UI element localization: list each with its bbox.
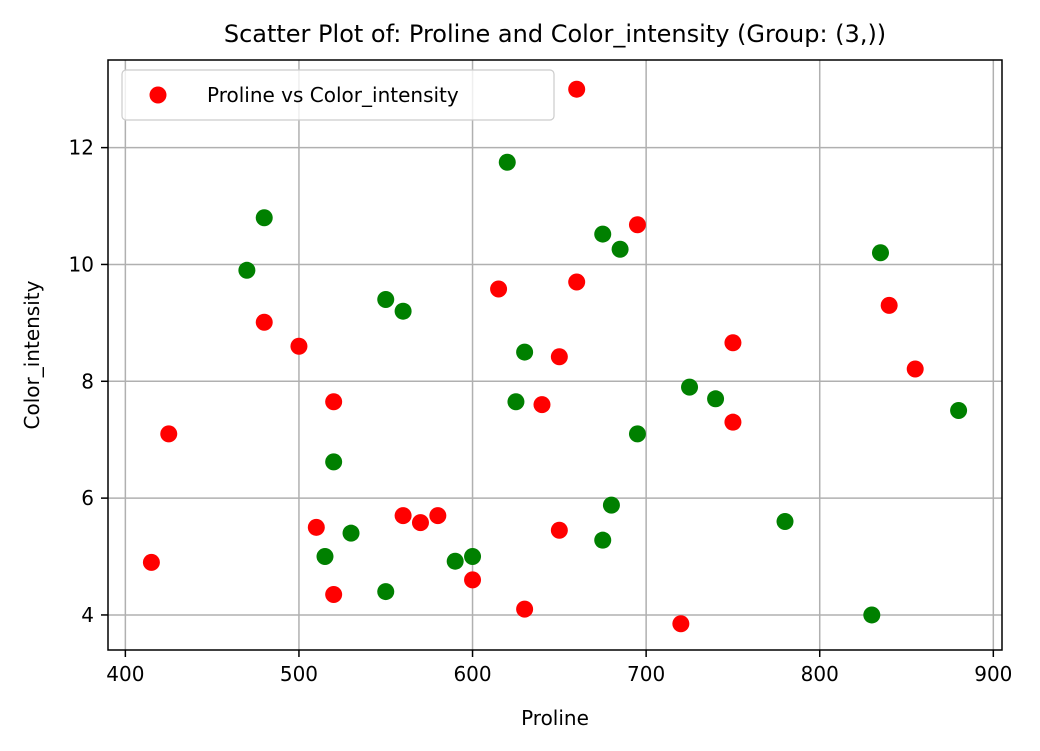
data-point-series-1 (533, 396, 551, 414)
data-point-series-1 (906, 360, 924, 378)
x-tick-label: 500 (280, 662, 318, 686)
x-tick-label: 900 (974, 662, 1012, 686)
data-point-series-2 (507, 393, 525, 411)
y-tick-label: 4 (81, 603, 94, 627)
data-point-series-2 (498, 153, 516, 171)
data-point-series-1 (628, 216, 646, 234)
data-point-series-1 (255, 313, 273, 331)
x-tick-label: 400 (106, 662, 144, 686)
y-tick-label: 8 (81, 369, 94, 393)
x-tick-label: 700 (627, 662, 665, 686)
data-point-series-1 (724, 413, 742, 431)
data-point-series-1 (550, 348, 568, 366)
chart-title: Scatter Plot of: Proline and Color_inten… (224, 20, 886, 48)
data-point-series-2 (394, 302, 412, 320)
data-point-series-2 (325, 453, 343, 471)
data-point-series-2 (681, 378, 699, 396)
data-point-series-2 (516, 343, 534, 361)
x-axis-label: Proline (521, 706, 589, 730)
y-tick-label: 10 (69, 252, 94, 276)
data-point-series-1 (325, 586, 343, 604)
data-point-series-2 (255, 209, 273, 227)
legend-marker (149, 86, 167, 104)
data-point-series-2 (464, 548, 482, 566)
data-point-series-1 (429, 507, 447, 525)
data-point-series-2 (594, 531, 612, 549)
data-point-series-1 (394, 507, 412, 525)
data-point-series-2 (950, 401, 968, 419)
data-point-series-2 (863, 606, 881, 624)
data-point-series-1 (325, 393, 343, 411)
data-point-series-2 (446, 552, 464, 570)
data-point-series-2 (342, 524, 360, 542)
data-point-series-1 (672, 615, 690, 633)
x-tick-label: 600 (453, 662, 491, 686)
axis-ticks: 400 500 600 700 800 900 4 6 8 10 12 (69, 136, 1013, 686)
data-point-series-2 (377, 583, 395, 601)
data-point-series-1 (142, 553, 160, 571)
plot-frame (107, 59, 1003, 651)
data-point-series-1 (516, 600, 534, 618)
gridlines (108, 60, 1002, 650)
y-tick-label: 6 (81, 486, 94, 510)
data-point-series-2 (377, 291, 395, 309)
legend: Proline vs Color_intensity (121, 69, 555, 121)
data-point-series-2 (594, 225, 612, 243)
y-axis-label: Color_intensity (20, 280, 44, 429)
data-point-series-1 (880, 296, 898, 314)
data-point-series-2 (707, 390, 725, 408)
data-point-series-2 (611, 240, 629, 258)
data-point-series-1 (464, 571, 482, 589)
data-point-series-1 (550, 521, 568, 539)
data-point-series-2 (776, 512, 794, 530)
data-point-series-1 (160, 425, 178, 443)
data-point-series-2 (238, 261, 256, 279)
legend-box (121, 69, 555, 121)
data-point-series-1 (290, 337, 308, 355)
data-point-series-1 (568, 273, 586, 291)
data-point-series-1 (411, 514, 429, 532)
data-point-series-2 (628, 425, 646, 443)
data-points (142, 80, 968, 633)
data-point-series-2 (871, 244, 889, 262)
data-point-series-1 (724, 334, 742, 352)
data-point-series-2 (316, 548, 334, 566)
legend-entry-label: Proline vs Color_intensity (207, 83, 459, 107)
x-tick-label: 800 (801, 662, 839, 686)
data-point-series-1 (568, 80, 586, 98)
data-point-series-1 (490, 280, 508, 298)
data-point-series-1 (307, 518, 325, 536)
y-tick-label: 12 (69, 136, 94, 160)
data-point-series-2 (602, 496, 620, 514)
